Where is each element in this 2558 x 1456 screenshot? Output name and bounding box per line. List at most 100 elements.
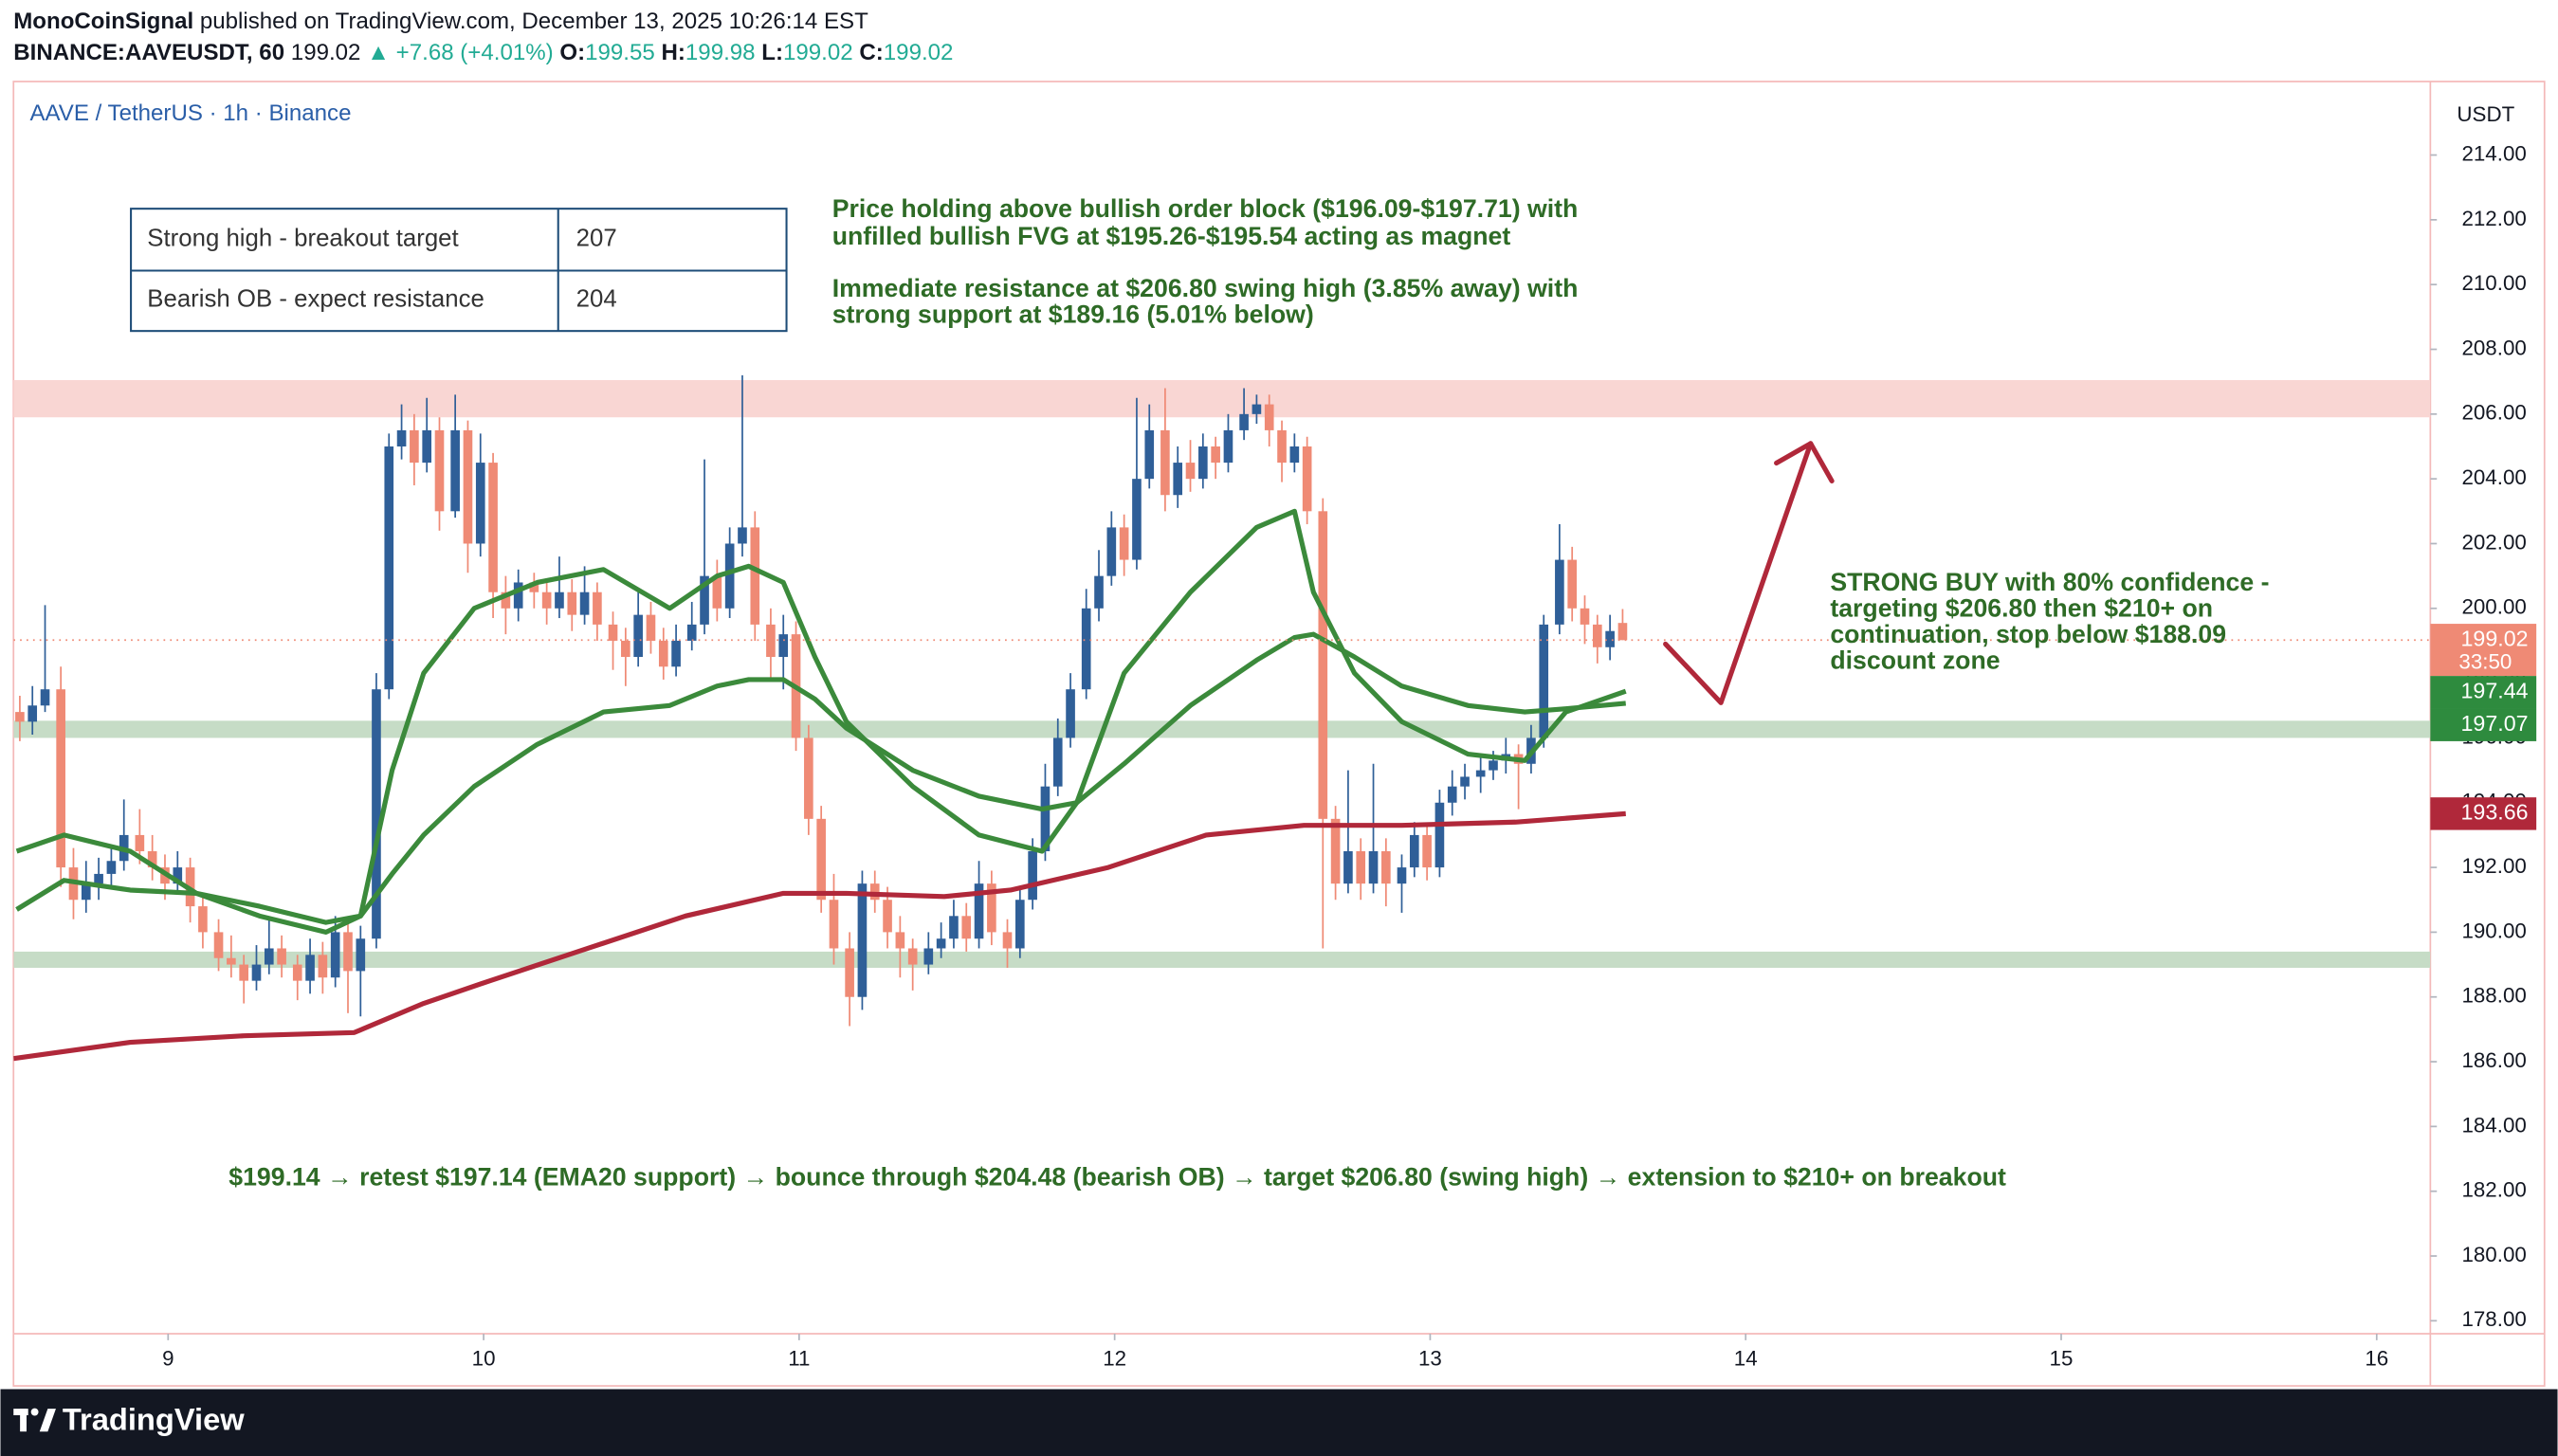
- candle-body: [700, 575, 709, 625]
- candle-body: [686, 624, 697, 641]
- candle-body: [1264, 404, 1274, 430]
- arrow-head: [1774, 441, 1835, 483]
- zone: [13, 951, 2431, 968]
- candle-body: [1198, 446, 1208, 480]
- candle-body: [750, 527, 760, 625]
- candle-body: [372, 689, 381, 939]
- candle-body: [513, 582, 523, 609]
- x-tick-label: 13: [1418, 1346, 1442, 1370]
- ohlc-label: L:: [761, 40, 783, 65]
- y-tick-label: 182.00: [2461, 1178, 2526, 1202]
- candle-body: [1330, 818, 1341, 884]
- candle-body: [949, 916, 959, 939]
- candle-body: [1132, 479, 1142, 560]
- y-tick-label: 186.00: [2461, 1048, 2526, 1072]
- ohlc-label: C:: [859, 40, 883, 65]
- candle-body: [1397, 867, 1407, 884]
- candle-body: [579, 592, 590, 615]
- candle-body: [1460, 776, 1470, 787]
- price-tag-label: 197.07: [2461, 711, 2529, 736]
- candle-body: [608, 624, 618, 641]
- ohlc-label: H:: [661, 40, 685, 65]
- candle-body: [396, 429, 407, 446]
- candle-body: [198, 906, 208, 933]
- candle-body: [1539, 624, 1549, 738]
- candle-body: [343, 932, 353, 972]
- candle-body: [923, 948, 934, 965]
- candle-body: [384, 446, 394, 690]
- candle-body: [135, 834, 145, 852]
- open: 199.55: [585, 40, 655, 65]
- header-line: MonoCoinSignal published on TradingView.…: [13, 9, 868, 34]
- candle-body: [463, 429, 473, 544]
- candle-body: [147, 851, 157, 868]
- y-tick-label: 214.00: [2461, 141, 2526, 165]
- candle-body: [829, 900, 839, 949]
- y-tick-label: 188.00: [2461, 984, 2526, 1008]
- candle-body: [106, 861, 117, 874]
- x-tick-label: 16: [2365, 1346, 2388, 1370]
- price-tag: [2430, 797, 2537, 830]
- candle-body: [213, 932, 224, 958]
- candle-body: [1475, 770, 1486, 777]
- zone: [13, 379, 2431, 418]
- low: 199.02: [783, 40, 853, 65]
- x-tick-label: 9: [162, 1346, 174, 1370]
- y-tick-label: 212.00: [2461, 207, 2526, 230]
- candle-body: [264, 948, 274, 965]
- candle-body: [292, 964, 302, 981]
- forecast-arrow: [1663, 441, 1835, 705]
- candle-body: [1592, 624, 1602, 647]
- candle-body: [1081, 608, 1091, 690]
- arrow-path: [1663, 441, 1814, 705]
- y-tick-label: 202.00: [2461, 530, 2526, 554]
- price-axis: 178.00 180.00 182.00 184.00 186.00 188.00 190.…: [162, 141, 2537, 1370]
- symbol: BINANCE:AAVEUSDT, 60: [13, 40, 284, 65]
- table-cell: 204: [576, 285, 617, 312]
- candle-body: [1277, 429, 1287, 464]
- candle-body: [1605, 630, 1615, 647]
- candle-body: [529, 582, 539, 592]
- change: ▲ +7.68 (+4.01%): [367, 40, 554, 65]
- candle-body: [488, 463, 498, 592]
- y-tick-label: 200.00: [2461, 595, 2526, 619]
- candle-body: [81, 883, 91, 901]
- candle-body: [816, 818, 826, 901]
- zone: [13, 720, 2431, 738]
- candle-body: [227, 957, 236, 965]
- candle-body: [1617, 623, 1628, 641]
- candle-body: [475, 463, 485, 544]
- candle-body: [987, 883, 996, 933]
- candle-body: [1434, 802, 1445, 868]
- annotation: STRONG BUY with 80% confidence -: [1830, 568, 2269, 596]
- candle-body: [1144, 429, 1155, 480]
- candle-body: [567, 592, 577, 615]
- candle-body: [738, 527, 747, 544]
- annotation: continuation, stop below $188.09: [1830, 620, 2226, 648]
- price-tag-label: 197.44: [2461, 678, 2529, 702]
- candle-body: [1160, 429, 1170, 496]
- candle-body: [907, 948, 918, 965]
- candle-body: [40, 689, 50, 706]
- candle-body: [173, 867, 183, 884]
- close: 199.02: [884, 40, 954, 65]
- high: 199.98: [685, 40, 756, 65]
- candle-body: [712, 575, 722, 609]
- candle-body: [239, 964, 248, 981]
- y-tick-label: 206.00: [2461, 401, 2526, 425]
- table-cell: Strong high - breakout target: [147, 226, 458, 252]
- chart-title: AAVE / TetherUS · 1h · Binance: [29, 100, 351, 126]
- candle-body: [1015, 900, 1025, 949]
- candle-body: [1289, 446, 1300, 464]
- candle-body: [1106, 527, 1117, 576]
- candle-body: [621, 640, 630, 658]
- candle-body: [1002, 932, 1013, 949]
- candle-body: [410, 429, 419, 464]
- logo-part: [30, 1408, 39, 1416]
- symbol-line: BINANCE:AAVEUSDT, 60 199.02 ▲ +7.68 (+4.…: [13, 40, 953, 65]
- moving-average: [15, 631, 1626, 925]
- candle-body: [434, 429, 445, 512]
- candle-body: [422, 429, 432, 464]
- candle-body: [1356, 851, 1366, 884]
- candle-body: [883, 900, 892, 933]
